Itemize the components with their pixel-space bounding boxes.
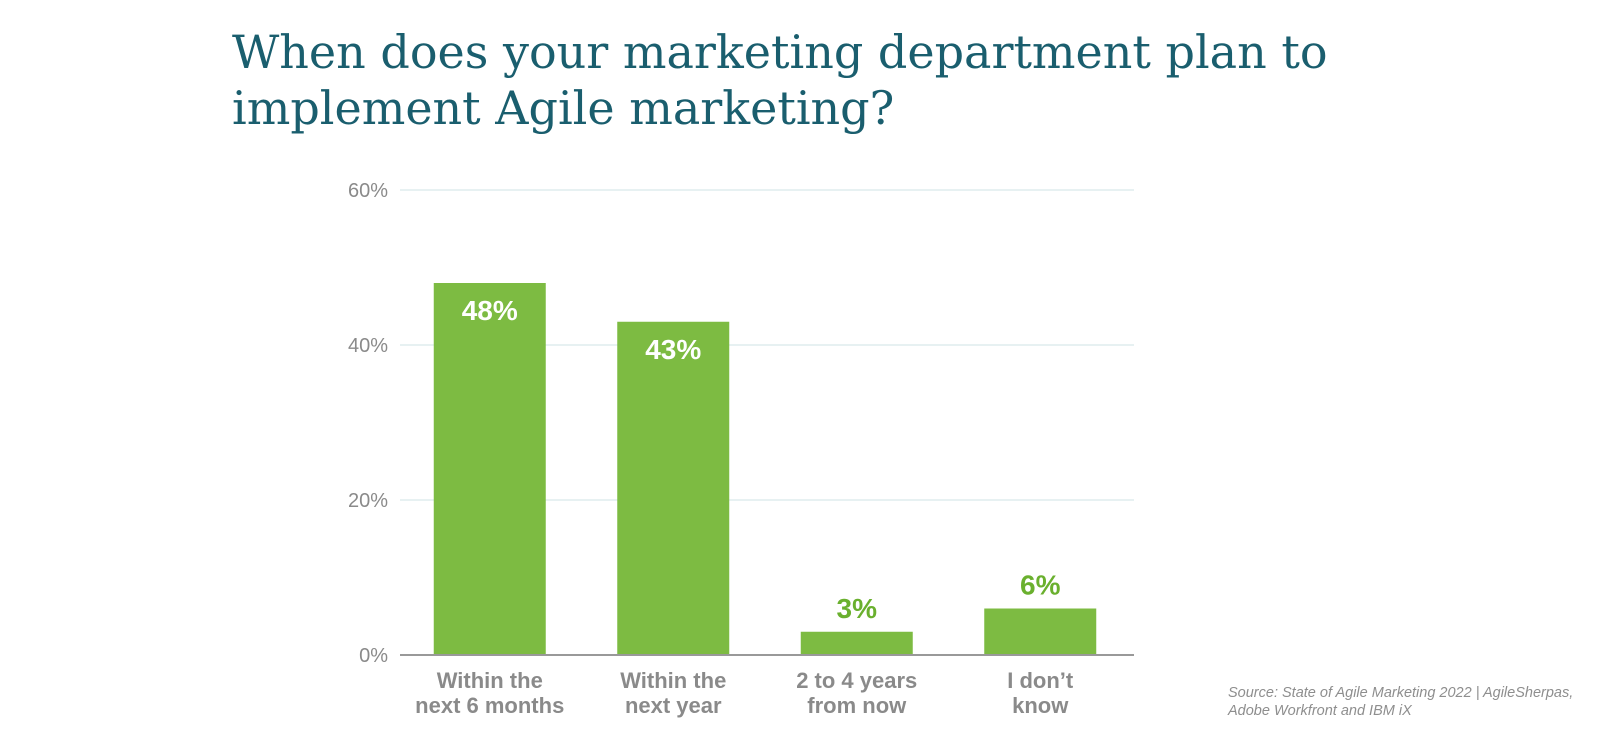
source-note: Source: State of Agile Marketing 2022 | … (1228, 684, 1598, 720)
y-axis-ticks: 0% 20% 40% 60% (348, 180, 388, 667)
bar-value-label: 48% (462, 295, 518, 326)
y-tick-label: 20% (348, 490, 388, 512)
bar-value-label: 3% (837, 593, 878, 624)
category-label-line: next year (625, 693, 722, 718)
category-label-line: from now (807, 693, 907, 718)
y-tick-label: 60% (348, 180, 388, 202)
category-label-line: Within the (437, 668, 543, 693)
category-label-line: know (1012, 693, 1069, 718)
chart-title-line-1: When does your marketing department plan… (232, 25, 1328, 79)
chart-title: When does your marketing department plan… (232, 24, 1332, 136)
source-line-2: Adobe Workfront and IBM iX (1228, 703, 1412, 719)
bar-2 (800, 631, 913, 655)
category-label-line: 2 to 4 years (796, 668, 917, 693)
category-label-line: Within the (620, 668, 726, 693)
y-tick-label: 40% (348, 335, 388, 357)
bars: 48% 43% 3% 6% (433, 283, 1097, 655)
category-label-line: next 6 months (415, 693, 564, 718)
category-label-line: I don’t (1007, 668, 1074, 693)
bar-0 (433, 283, 546, 655)
chart-title-line-2: implement Agile marketing? (232, 81, 895, 135)
source-line-1: Source: State of Agile Marketing 2022 | … (1228, 685, 1574, 701)
bar-1 (617, 321, 730, 655)
y-tick-label: 0% (359, 645, 388, 667)
bar-value-label: 43% (645, 334, 701, 365)
bar-3 (984, 608, 1097, 655)
bar-value-label: 6% (1020, 570, 1061, 601)
